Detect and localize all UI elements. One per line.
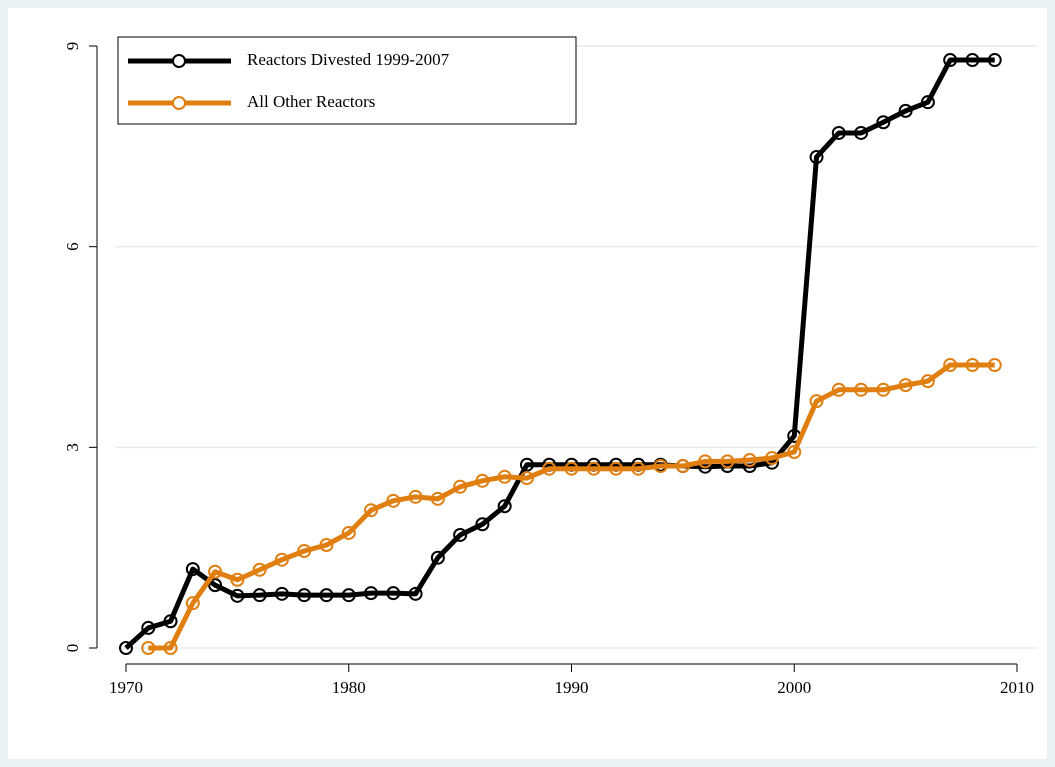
series-marker bbox=[141, 641, 156, 655]
series-marker bbox=[208, 564, 223, 579]
series-marker bbox=[163, 641, 178, 655]
series-marker bbox=[609, 461, 624, 476]
x-tick-label: 1970 bbox=[109, 678, 143, 697]
series-marker bbox=[453, 527, 468, 542]
series-marker bbox=[230, 588, 245, 603]
series-marker bbox=[341, 588, 356, 603]
series-marker bbox=[564, 461, 579, 476]
series-line bbox=[124, 57, 995, 650]
series-marker bbox=[898, 378, 913, 393]
series-marker bbox=[185, 562, 200, 577]
series-marker bbox=[430, 550, 445, 565]
series-marker bbox=[965, 53, 980, 68]
series-marker bbox=[943, 53, 958, 68]
series-marker bbox=[252, 562, 267, 577]
series-marker bbox=[453, 479, 468, 494]
series-marker bbox=[542, 461, 557, 476]
series-marker bbox=[364, 503, 379, 518]
series-marker bbox=[653, 459, 668, 474]
series-marker bbox=[141, 620, 156, 635]
y-tick-label: 0 bbox=[63, 644, 82, 653]
series-marker bbox=[720, 454, 735, 469]
series-marker bbox=[475, 517, 490, 532]
legend-marker bbox=[172, 96, 186, 110]
x-tick-label: 1980 bbox=[332, 678, 366, 697]
series-marker bbox=[430, 491, 445, 506]
y-tick-label: 6 bbox=[63, 242, 82, 251]
series-marker bbox=[764, 451, 779, 466]
series-marker bbox=[586, 461, 601, 476]
series-marker bbox=[163, 614, 178, 629]
x-tick-label: 1990 bbox=[555, 678, 589, 697]
series-marker bbox=[943, 358, 958, 373]
series-marker bbox=[831, 382, 846, 397]
series-marker bbox=[408, 489, 423, 504]
series-marker bbox=[631, 461, 646, 476]
series-marker bbox=[341, 525, 356, 540]
legend-label: Reactors Divested 1999-2007 bbox=[247, 50, 450, 69]
series-marker bbox=[698, 454, 713, 469]
legend-box bbox=[117, 36, 577, 125]
series-marker bbox=[854, 125, 869, 140]
series-marker bbox=[809, 394, 824, 409]
series-marker bbox=[519, 457, 534, 472]
series-marker bbox=[208, 578, 223, 593]
series-marker bbox=[497, 469, 512, 484]
series-marker bbox=[497, 499, 512, 514]
series-line bbox=[148, 362, 995, 651]
series-marker bbox=[119, 641, 133, 655]
series-marker bbox=[230, 572, 245, 587]
x-tick-label: 2010 bbox=[1000, 678, 1034, 697]
x-tick-label: 2000 bbox=[777, 678, 811, 697]
series-marker bbox=[408, 586, 423, 601]
series-marker bbox=[386, 586, 401, 601]
series-marker bbox=[252, 588, 267, 603]
series-marker bbox=[787, 445, 802, 460]
legend-marker bbox=[172, 54, 186, 68]
series-marker bbox=[297, 544, 312, 559]
series-marker bbox=[920, 374, 935, 389]
series-marker bbox=[809, 150, 824, 165]
series-marker bbox=[854, 382, 869, 397]
series-marker bbox=[319, 588, 334, 603]
series-marker bbox=[876, 115, 891, 130]
y-tick-label: 3 bbox=[63, 443, 82, 452]
series-marker bbox=[386, 493, 401, 508]
series-marker bbox=[319, 537, 334, 552]
plot-region bbox=[8, 8, 1047, 759]
y-tick-label: 9 bbox=[63, 42, 82, 51]
series-marker bbox=[475, 473, 490, 488]
legend-label: All Other Reactors bbox=[247, 92, 375, 111]
series-marker bbox=[675, 459, 690, 474]
series-marker bbox=[742, 453, 757, 468]
series-marker bbox=[297, 588, 312, 603]
series-marker bbox=[920, 95, 935, 110]
series-marker bbox=[274, 586, 289, 601]
series-marker bbox=[987, 358, 1002, 373]
series-marker bbox=[519, 471, 534, 486]
series-marker bbox=[965, 358, 980, 373]
series-marker bbox=[274, 552, 289, 567]
series-marker bbox=[831, 125, 846, 140]
series-marker bbox=[185, 596, 200, 611]
series-marker bbox=[898, 103, 913, 118]
series-marker bbox=[876, 382, 891, 397]
series-marker bbox=[364, 586, 379, 601]
series-marker bbox=[987, 53, 1002, 68]
